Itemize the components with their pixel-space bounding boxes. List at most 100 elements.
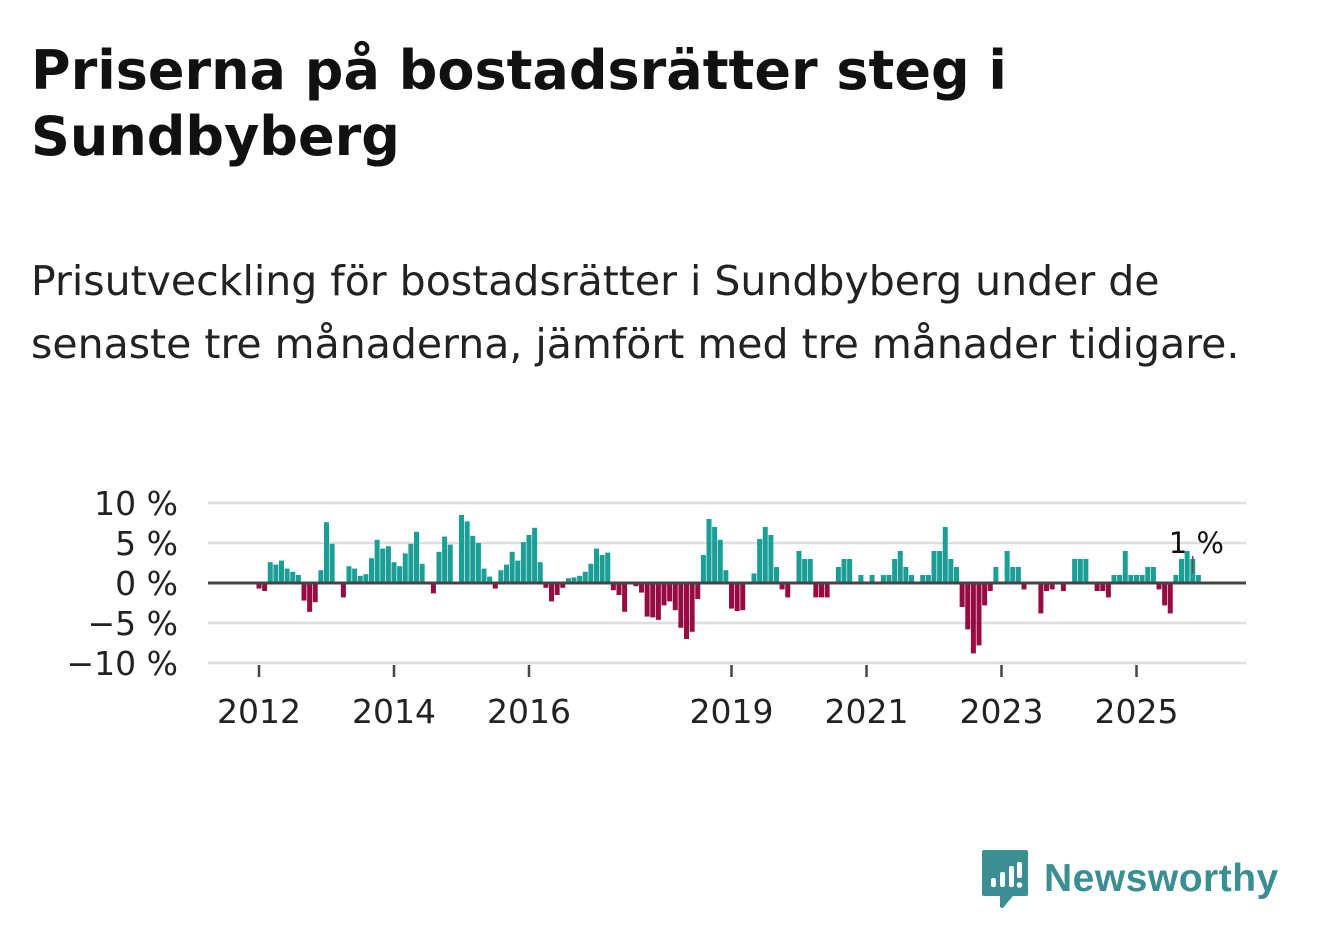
bar — [1128, 575, 1134, 583]
x-axis: 2012 2014 2016 2019 2021 2023 2025 — [217, 665, 1178, 730]
gridlines — [208, 501, 1246, 665]
bar — [633, 583, 639, 587]
bar — [554, 583, 560, 595]
bar — [571, 577, 577, 583]
bar — [273, 564, 279, 583]
bar — [1156, 583, 1162, 590]
bar — [813, 583, 819, 598]
bar — [414, 531, 419, 583]
bar — [262, 583, 268, 591]
bar — [1134, 575, 1139, 583]
bar — [976, 583, 982, 646]
bar — [464, 521, 470, 583]
bar — [1004, 551, 1010, 583]
bar — [312, 583, 318, 603]
bar — [959, 583, 965, 607]
bar — [318, 570, 324, 583]
bar — [1195, 575, 1201, 583]
bar — [982, 583, 988, 606]
bar — [436, 551, 442, 583]
bar — [1167, 583, 1173, 614]
bar — [481, 568, 487, 583]
bar — [869, 575, 875, 583]
bar — [684, 583, 689, 639]
y-tick-label: 5 % — [115, 524, 178, 563]
bar — [543, 583, 549, 588]
bar — [352, 568, 358, 583]
bar — [1150, 567, 1156, 583]
bar — [492, 583, 498, 589]
bar — [442, 536, 448, 583]
bar — [802, 559, 808, 583]
bar — [858, 575, 864, 583]
bar — [346, 566, 352, 583]
bar — [1173, 575, 1179, 583]
bar — [565, 578, 571, 583]
bar — [1094, 583, 1100, 591]
bar — [1184, 551, 1190, 583]
bar — [954, 567, 959, 583]
bar — [712, 527, 718, 583]
bar — [447, 544, 453, 583]
x-tick-label: 2016 — [487, 692, 571, 730]
bar — [1179, 559, 1184, 583]
x-tick-label: 2019 — [690, 692, 774, 730]
bar — [965, 583, 971, 630]
bar — [729, 583, 734, 609]
bar — [1060, 583, 1066, 591]
bar — [661, 583, 667, 606]
bar — [256, 583, 262, 589]
bar — [267, 562, 273, 583]
bar — [1117, 575, 1123, 583]
bar — [408, 543, 414, 583]
bar — [430, 583, 436, 594]
bar — [1010, 567, 1016, 583]
bar — [470, 535, 476, 583]
bar — [560, 583, 566, 588]
bar — [279, 560, 284, 583]
bar — [650, 583, 656, 618]
bar — [301, 583, 307, 601]
bar — [779, 583, 785, 590]
bar — [369, 558, 374, 583]
bar — [700, 555, 706, 583]
bar — [785, 583, 791, 598]
bar — [886, 575, 892, 583]
bar — [504, 564, 509, 583]
bar — [1162, 583, 1168, 606]
bar — [357, 575, 363, 583]
bar — [1145, 567, 1151, 583]
bar — [734, 583, 740, 611]
bar — [588, 563, 594, 583]
chart-subtitle: Prisutveckling för bostadsrätter i Sundb… — [31, 257, 1240, 368]
bar — [1100, 583, 1106, 591]
bar — [880, 575, 886, 583]
bar — [520, 542, 526, 583]
x-tick-label: 2023 — [960, 692, 1044, 730]
bar — [667, 583, 673, 602]
bar — [807, 559, 813, 583]
bar — [340, 583, 346, 598]
bar — [616, 583, 622, 595]
bar — [835, 567, 841, 583]
bar — [459, 515, 464, 583]
bar — [487, 576, 493, 583]
bar — [678, 583, 684, 628]
y-axis: 10 %5 %0 %−5 %−10 % — [67, 484, 179, 683]
y-tick-label: −10 % — [67, 644, 179, 683]
bar — [284, 568, 290, 583]
bar — [549, 583, 554, 602]
bar — [695, 583, 701, 599]
bar — [1038, 583, 1044, 614]
bar — [897, 551, 903, 583]
bar — [363, 574, 369, 583]
bar — [948, 559, 954, 583]
x-tick-label: 2021 — [825, 692, 909, 730]
bar — [768, 535, 774, 583]
annotations: 1 % — [1169, 526, 1224, 573]
bar — [1044, 583, 1049, 591]
bar — [532, 527, 538, 583]
x-tick-label: 2025 — [1095, 692, 1179, 730]
annotation-label: 1 % — [1169, 526, 1224, 560]
bar — [402, 553, 408, 583]
